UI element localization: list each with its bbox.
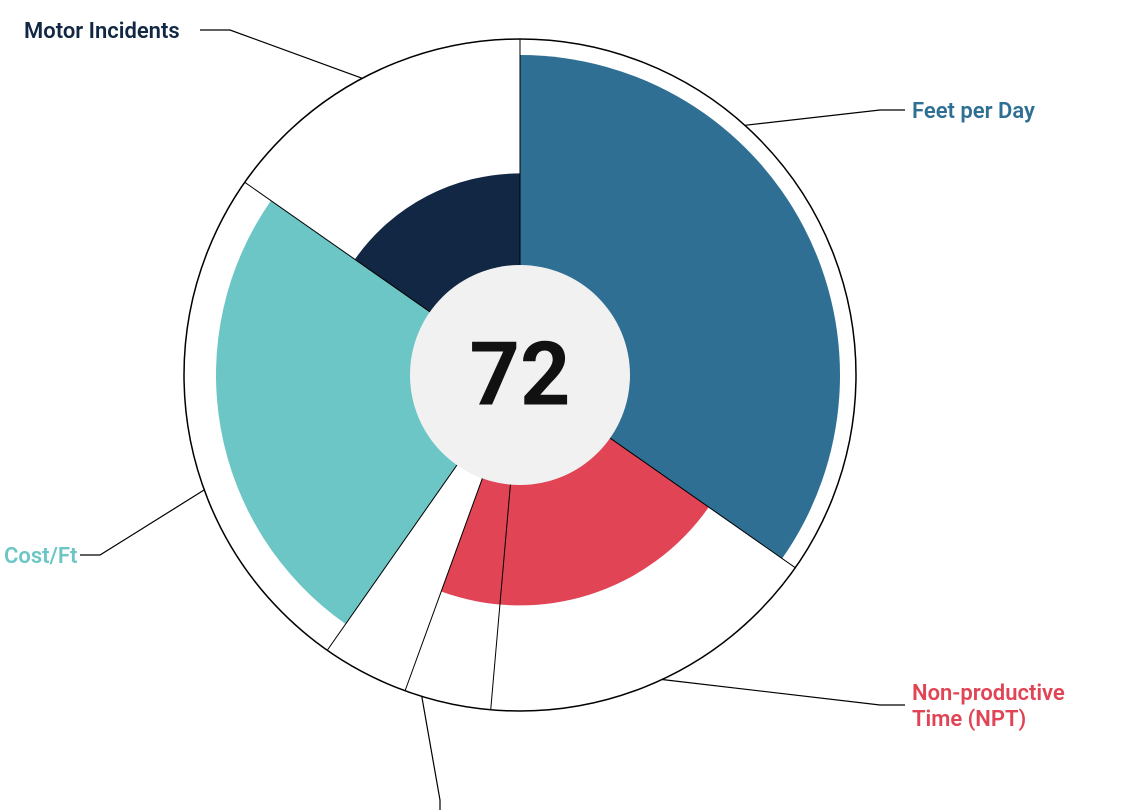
- leader-motor-incidents: [200, 30, 362, 78]
- kpi-radial-chart: 72 Feet per Day Non-productiveTime (NPT) C…: [0, 0, 1126, 810]
- label-feet-per-day: Feet per Day: [912, 99, 1035, 124]
- leader-unlabeled: [422, 696, 440, 810]
- label-cost-ft: Cost/Ft: [4, 544, 77, 569]
- label-motor-incidents: Motor Incidents: [24, 19, 180, 44]
- leader-npt: [662, 680, 905, 705]
- leader-cost-ft: [80, 490, 204, 555]
- center-value: 72: [470, 324, 571, 427]
- leader-feet-per-day: [745, 110, 905, 125]
- label-npt: Non-productiveTime (NPT): [912, 681, 1065, 732]
